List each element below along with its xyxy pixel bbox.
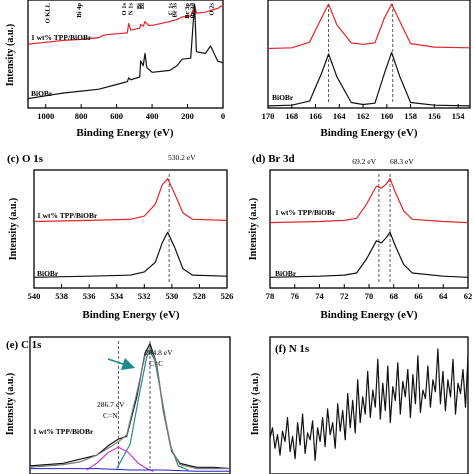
panel-b-x-tick-label: 170 (262, 111, 275, 121)
panel-f-n1s: (f) N 1s Intensity (a.u.) (250, 336, 469, 474)
panel-e-series-raw (29, 343, 231, 470)
panel-d-peak-annotation-2: 68.3 eV (390, 157, 414, 166)
panel-b-frame (267, 0, 471, 109)
panel-c-x-tick-label: 532 (138, 291, 151, 301)
panel-e-annotation-cc-bond: C=C (149, 359, 163, 368)
panel-e-c1s: (e) C 1s 284.8 eV C=C 286.7 eV C=N 1 wt%… (5, 336, 231, 474)
panel-f-y-axis-title: Intensity (a.u.) (250, 373, 261, 436)
panel-b-x-tick-label: 158 (404, 111, 417, 121)
panel-d-series-1-wt-tpp-biobr (269, 178, 469, 224)
panel-e-curve-label-1: 1 wt% TPP/BiOBr (33, 427, 94, 436)
panel-d-x-tick-label: 68 (390, 291, 399, 301)
panel-c-x-tick-label: 534 (110, 291, 124, 301)
panel-d-curve-label-1: 1 wt% TPP/BiOBr (275, 208, 336, 217)
panel-e-frame (29, 336, 231, 474)
panel-f-frame (269, 336, 469, 474)
panel-a-peak-label: Br 3p (184, 3, 191, 19)
panel-d-peak-annotation-1: 69.2 eV (352, 157, 376, 166)
panel-a-x-tick-label: 400 (146, 111, 159, 121)
panel-d-x-tick-label: 64 (439, 291, 448, 301)
panel-d-frame (269, 169, 469, 289)
panel-b-series-biobr (267, 52, 471, 107)
panel-a-x-tick-label: 200 (181, 111, 194, 121)
panel-c-frame (33, 169, 228, 289)
panel-d-curve-label-2: BiOBr (275, 269, 297, 278)
panel-e-series-c-n-fit (86, 446, 154, 472)
panel-c-x-tick-label: 530 (165, 291, 178, 301)
panel-c-x-tick-label: 526 (221, 291, 234, 301)
panel-a-peak-label: C 1s (168, 3, 175, 16)
panel-a-curve-label-1: 1 wt% TPP/BiOBr (31, 33, 92, 42)
panel-d-x-tick-label: 76 (291, 291, 300, 301)
panel-c-x-axis-title: Binding Energy (eV) (82, 309, 180, 321)
panel-a-x-tick-label: 800 (75, 111, 88, 121)
panel-c-series-biobr (33, 231, 228, 278)
panel-d-x-axis-title: Binding Energy (eV) (320, 309, 418, 321)
panel-e-arrow (107, 357, 136, 371)
panel-a-frame (27, 0, 224, 109)
panel-a-x-tick-label: 600 (110, 111, 123, 121)
panel-a-peak-label: Bi (136, 3, 143, 9)
panel-b-x-tick-label: 154 (452, 111, 466, 121)
panel-c-x-tick-label: 528 (193, 291, 206, 301)
panel-e-series-baseline (30, 468, 230, 472)
panel-a-peak-label: O KLL (44, 2, 51, 23)
panel-e-series-envelope (29, 347, 230, 470)
panel-b-x-tick-label: 162 (357, 111, 370, 121)
panel-d-br3d: (d) Br 3d 78 76 74 72 70 68 66 64 62 69.2 eV 68.… (248, 153, 472, 321)
panel-a-x-tick-label: 1000 (37, 111, 54, 121)
panel-a-peak-label: Bi 4p (76, 3, 83, 18)
panel-c-x-tick-label: 538 (55, 291, 68, 301)
panel-b-x-tick-label: 164 (333, 111, 347, 121)
panel-a-peak-label: O 2s (208, 3, 215, 16)
panel-c-curve-label-2: BiOBr (37, 269, 59, 278)
panel-a-peak-label: Br 3d (190, 3, 197, 19)
panel-c-peak-annotation: 530.2 eV (168, 153, 196, 162)
panel-d-x-tick-label: 72 (340, 291, 349, 301)
panel-a-peak-label: Br 3s (172, 3, 179, 18)
panel-c-curve-label-1: 1 wt% TPP/BiOBr (37, 211, 98, 220)
panel-a-curve-label-2: BiOBr (31, 89, 53, 98)
panel-c-y-axis-title: Intensity (a.u.) (8, 198, 19, 261)
panel-c-x-tick-label: 540 (28, 291, 41, 301)
panel-b-x-tick-label: 168 (285, 111, 298, 121)
panel-a-peak-label: O 1s (121, 3, 128, 16)
panel-e-annotation-cc-energy: 284.8 eV (145, 348, 173, 357)
panel-d-title: (d) Br 3d (252, 153, 295, 165)
panel-d-x-tick-label: 78 (266, 291, 275, 301)
panel-a-peak-label: N 1s (128, 3, 135, 16)
panel-d-x-tick-label: 62 (464, 291, 473, 301)
panel-d-series-biobr (269, 231, 469, 278)
panel-e-y-axis-title: Intensity (a.u.) (5, 373, 16, 436)
panel-f-title: (f) N 1s (275, 343, 310, 355)
panel-e-annotation-cn-bond: C=N (103, 411, 118, 420)
panel-d-x-tick-label: 66 (414, 291, 423, 301)
panel-b-x-tick-label: 166 (309, 111, 322, 121)
panel-b-series-1-wt-tpp-biobr (267, 3, 471, 50)
panel-a-x-tick-label: 0 (221, 111, 225, 121)
panel-e-annotation-cn-energy: 286.7 eV (97, 400, 125, 409)
panel-b-curve-label-1: BiOBr (272, 93, 294, 102)
panel-c-x-tick-label: 536 (83, 291, 96, 301)
panel-a-series-biobr (27, 4, 224, 100)
panel-e-title: (e) C 1s (6, 339, 42, 351)
panel-c-o1s: (c) O 1s 540 538 536 534 532 530 528 526 530.2 … (7, 153, 233, 321)
panel-a-peak-label: Bi (139, 3, 146, 9)
panel-d-x-tick-label: 74 (315, 291, 324, 301)
panel-b-x-tick-label: 160 (380, 111, 393, 121)
panel-c-series-1-wt-tpp-biobr (33, 178, 228, 223)
panel-b-x-axis-title: Binding Energy (eV) (320, 127, 418, 139)
panel-b-x-tick-label: 156 (428, 111, 441, 121)
panel-f-series-n-1s (269, 348, 469, 461)
panel-a-survey: 1000 800 600 400 200 0 O KLL Bi 4p O 1s N 1s Bi Bi… (5, 0, 225, 139)
panel-a-x-axis-title: Binding Energy (eV) (76, 127, 174, 139)
panel-a-y-axis-title: Intensity (a.u.) (5, 24, 16, 87)
panel-d-x-tick-label: 70 (365, 291, 374, 301)
panel-c-title: (c) O 1s (7, 153, 44, 165)
panel-b-bi4f: 170 168 166 164 162 160 158 156 154 BiOBr Bindin… (262, 0, 471, 139)
panel-d-y-axis-title: Intensity (a.u.) (248, 198, 259, 261)
